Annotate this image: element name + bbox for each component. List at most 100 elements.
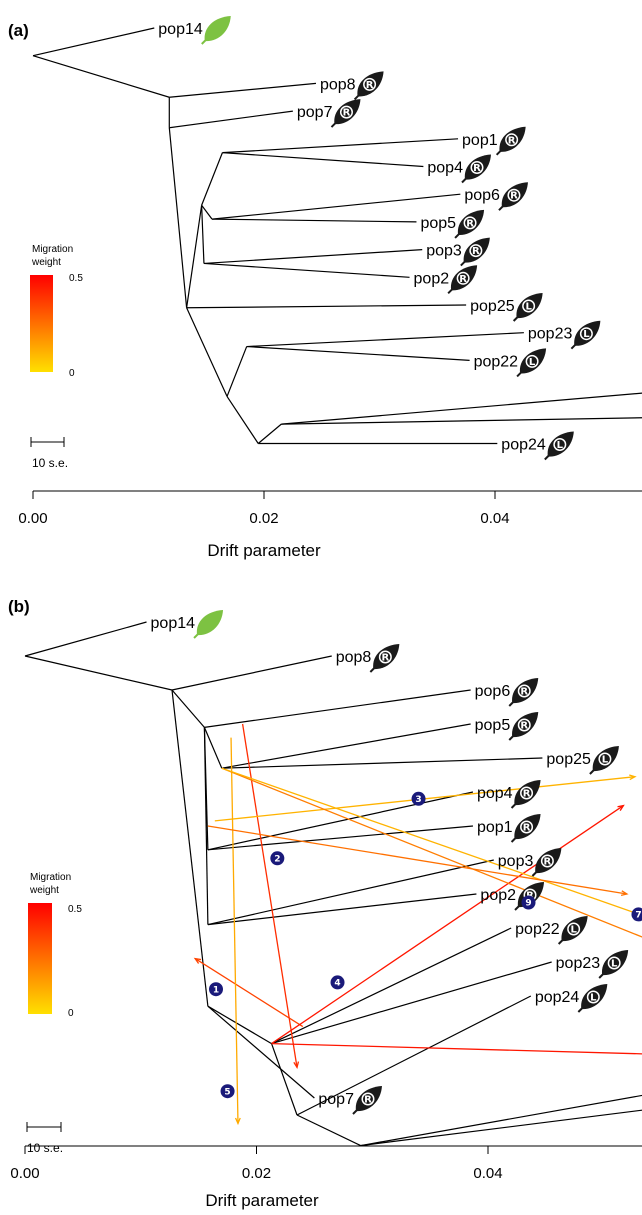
tree-edges (24, 621, 642, 1147)
tip-label-pop3: pop3 (426, 243, 462, 260)
tip-label-pop5: pop5 (420, 215, 456, 232)
migration-arrowhead (193, 957, 202, 964)
svg-text:L: L (529, 357, 536, 368)
svg-text:L: L (590, 993, 597, 1004)
tree-branch (203, 727, 209, 925)
tree-branch (32, 55, 170, 98)
panel-label: (a) (8, 21, 29, 40)
migration-marker-label: 3 (415, 795, 421, 805)
tip-label-pop1: pop1 (462, 132, 498, 149)
black-leaf-icon: R (498, 182, 528, 211)
scale-bar-label: 10 s.e. (32, 456, 68, 470)
migration-arrowhead (293, 1061, 300, 1070)
svg-text:R: R (510, 191, 518, 202)
tip-label-pop14: pop14 (151, 615, 196, 632)
black-leaf-icon: R (508, 678, 539, 707)
tip-label-pop6: pop6 (464, 187, 500, 204)
migration-marker: 4 (330, 975, 345, 990)
black-leaf-icon: L (544, 431, 574, 461)
svg-text:R: R (473, 163, 481, 174)
tip-label-pop8: pop8 (336, 649, 372, 666)
green-leaf-icon (201, 16, 231, 45)
migration-marker-label: 1 (213, 985, 219, 995)
svg-text:R: R (343, 108, 351, 119)
migration-edge (230, 737, 239, 1124)
black-leaf-icon: L (512, 293, 543, 322)
tick-label: 0.04 (473, 1165, 502, 1182)
black-leaf-icon: R (447, 265, 478, 295)
migration-arrowhead (234, 1117, 241, 1126)
migration-arrowhead (617, 804, 625, 811)
tip-label-pop22: pop22 (474, 353, 519, 370)
svg-text:R: R (520, 687, 528, 698)
migration-edge (221, 767, 642, 938)
black-leaf-icon: L (589, 746, 619, 775)
black-leaf-icon: R (352, 1086, 382, 1115)
tree-branch (201, 204, 213, 220)
tree-branch (281, 417, 642, 425)
tree-branch (171, 689, 205, 728)
migration-marker: 2 (270, 851, 285, 866)
tree-branch (204, 689, 471, 728)
migration-marker-label: 2 (274, 855, 280, 865)
black-leaf-icon: R (369, 644, 400, 673)
tree-branch (186, 307, 228, 397)
tip-label-pop3: pop3 (498, 853, 534, 870)
tree-branch (211, 193, 461, 220)
migration-edge (271, 1042, 642, 1055)
tree-branch (226, 396, 259, 444)
tip-label-pop1: pop1 (477, 819, 513, 836)
black-leaf-icon: R (510, 780, 541, 809)
tick-label: 0.02 (242, 1165, 271, 1182)
tip-label-pop24: pop24 (535, 989, 580, 1006)
tree-branch (207, 893, 477, 926)
tree-branch (203, 727, 223, 769)
tip-label-pop4: pop4 (477, 785, 513, 802)
svg-text:R: R (381, 653, 389, 664)
tree-branch (257, 423, 282, 444)
svg-text:L: L (557, 440, 564, 451)
tick-label: 0.00 (18, 510, 47, 527)
svg-text:R: R (508, 135, 516, 146)
svg-text:L: L (525, 302, 532, 313)
tip-label-pop24: pop24 (501, 437, 546, 454)
tip-label-pop2: pop2 (414, 270, 450, 287)
tree-branch (186, 304, 467, 309)
black-leaf-icon: R (353, 71, 384, 101)
tip-label-pop4: pop4 (427, 160, 463, 177)
migration-edge (207, 825, 628, 895)
tree-branch (226, 346, 248, 397)
legend-min: 0 (68, 1008, 74, 1019)
tree-branch (360, 1094, 642, 1147)
tree-edges (32, 27, 642, 445)
tick-label: 0.00 (10, 1165, 39, 1182)
tree-branch (296, 1114, 361, 1147)
legend-title-line2: weight (31, 257, 61, 268)
black-leaf-icon: L (570, 320, 601, 350)
legend-color-bar (30, 275, 53, 372)
tree-branch (24, 655, 173, 691)
tree-branch (24, 621, 147, 657)
migration-marker: 1 (208, 982, 223, 997)
tree-branch (201, 205, 205, 264)
tip-label-pop23: pop23 (528, 326, 573, 343)
migration-arrowhead (620, 890, 629, 897)
svg-text:R: R (472, 246, 480, 257)
migration-marker: 5 (220, 1084, 235, 1099)
black-leaf-icon: R (454, 209, 485, 239)
tree-branch (203, 262, 410, 278)
black-leaf-icon: R (461, 154, 491, 184)
tip-label-pop7: pop7 (318, 1091, 354, 1108)
tree-branch (270, 1043, 298, 1116)
black-leaf-icon: R (510, 814, 541, 843)
tip-label-pop7: pop7 (297, 104, 333, 121)
scale-bar-label: 10 s.e. (27, 1141, 63, 1155)
migration-marker-label: 5 (224, 1087, 230, 1097)
x-axis-title: Drift parameter (205, 1191, 319, 1210)
legend-max: 0.5 (69, 273, 83, 284)
legend-title-line2: weight (29, 885, 59, 896)
migration-marker-label: 4 (334, 979, 340, 989)
